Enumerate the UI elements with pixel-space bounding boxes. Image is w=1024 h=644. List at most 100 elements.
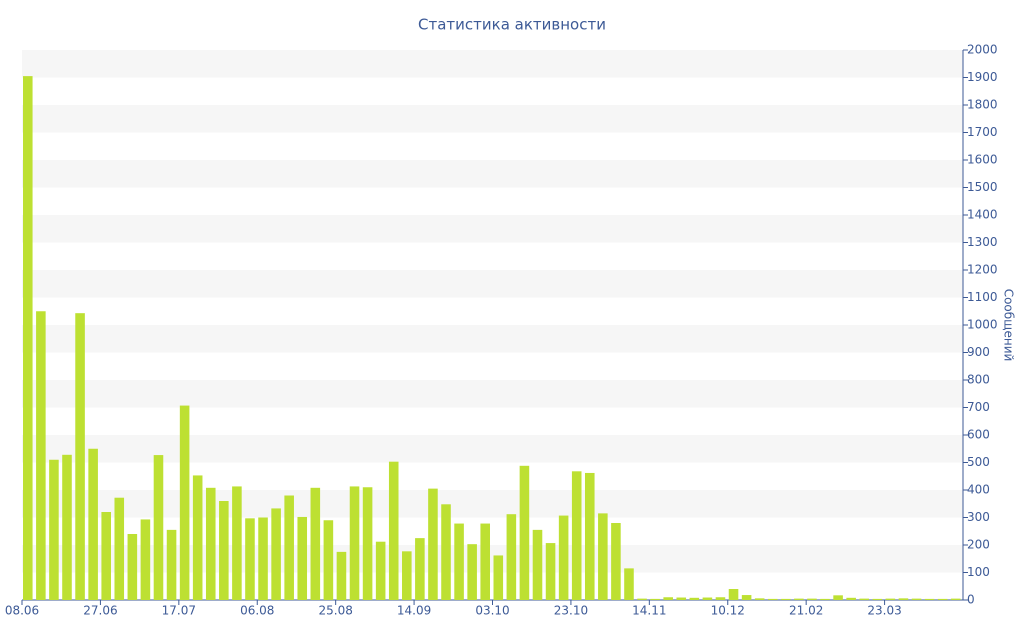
grid-band: [22, 215, 963, 243]
y-tick-label: 1600: [967, 153, 998, 167]
bar: [650, 598, 660, 600]
grid-band: [22, 270, 963, 298]
grid-band: [22, 325, 963, 353]
bar: [49, 459, 59, 600]
bar: [741, 595, 752, 600]
x-tick-label: 14.09: [397, 604, 431, 618]
x-tick-label: 21.02: [789, 604, 823, 618]
bar: [558, 515, 569, 600]
bar: [297, 516, 308, 600]
bar: [415, 538, 425, 600]
x-tick-label: 25.08: [318, 604, 352, 618]
bar: [767, 598, 778, 600]
y-tick-label: 100: [967, 565, 990, 579]
y-tick-label: 1000: [967, 318, 998, 332]
y-tick-label: 400: [967, 483, 990, 497]
bar: [624, 568, 634, 600]
bar: [480, 523, 490, 600]
y-tick-label: 500: [967, 455, 990, 469]
bar: [846, 597, 856, 600]
bar: [336, 551, 347, 600]
bar: [833, 595, 843, 600]
bar: [441, 504, 451, 600]
y-tick-label: 0: [967, 593, 975, 607]
bar: [75, 313, 85, 600]
x-tick-label: 08.06: [5, 604, 39, 618]
bar: [140, 519, 151, 600]
bar: [728, 589, 739, 600]
bar: [885, 598, 896, 600]
bar: [388, 461, 399, 600]
bar: [715, 597, 726, 600]
bar: [62, 454, 72, 600]
bar: [911, 598, 922, 600]
grid-band: [22, 380, 963, 408]
bar: [375, 541, 386, 600]
bar: [493, 555, 504, 600]
y-tick-label: 1400: [967, 208, 998, 222]
bar: [179, 405, 190, 600]
bar: [676, 597, 687, 600]
bar: [584, 472, 595, 600]
bar: [820, 598, 830, 600]
chart-title: Статистика активности: [418, 16, 606, 34]
bar: [545, 543, 556, 600]
bar: [284, 495, 294, 600]
bar: [754, 598, 765, 600]
bar: [924, 598, 935, 600]
grid-band: [22, 490, 963, 518]
x-tick-label: 27.06: [83, 604, 117, 618]
grid-band: [22, 160, 963, 188]
bar: [205, 487, 216, 600]
bar: [702, 597, 713, 600]
bar: [950, 598, 961, 600]
y-tick-label: 800: [967, 373, 990, 387]
bar: [362, 487, 373, 600]
bar: [532, 529, 543, 600]
y-tick-label: 1200: [967, 263, 998, 277]
y-tick-label: 1700: [967, 125, 998, 139]
bar: [36, 311, 46, 600]
bar: [258, 517, 268, 600]
x-tick-label: 10.12: [711, 604, 745, 618]
bar: [428, 488, 438, 600]
bar: [611, 523, 621, 600]
bar: [637, 598, 647, 600]
bar: [467, 544, 477, 600]
bar: [454, 523, 464, 600]
bar: [219, 501, 229, 600]
bar: [898, 598, 909, 600]
x-tick-label: 23.10: [554, 604, 588, 618]
grid-band: [22, 50, 963, 78]
bar: [571, 471, 582, 600]
x-tick-label: 17.07: [162, 604, 196, 618]
bar: [101, 512, 111, 600]
bar: [598, 513, 608, 600]
bar: [689, 597, 700, 600]
bar: [114, 497, 125, 600]
bar: [271, 508, 281, 600]
grid-band: [22, 545, 963, 573]
bar: [506, 514, 517, 600]
bar: [23, 76, 33, 600]
x-tick-label: 23.03: [867, 604, 901, 618]
x-tick-label: 14.11: [632, 604, 666, 618]
bar: [402, 551, 412, 600]
bar: [166, 529, 177, 600]
grid-band: [22, 105, 963, 133]
y-axis-title: Сообщений: [1002, 289, 1016, 362]
y-tick-label: 300: [967, 510, 990, 524]
y-tick-label: 1800: [967, 98, 998, 112]
y-tick-label: 600: [967, 428, 990, 442]
bar: [245, 518, 255, 600]
bar: [807, 598, 817, 600]
bar: [663, 597, 673, 600]
bar: [192, 475, 203, 600]
y-tick-label: 1100: [967, 290, 998, 304]
bar: [88, 448, 98, 600]
bar: [323, 520, 334, 600]
bar: [232, 486, 242, 600]
grid-band: [22, 435, 963, 463]
bar: [794, 598, 804, 600]
